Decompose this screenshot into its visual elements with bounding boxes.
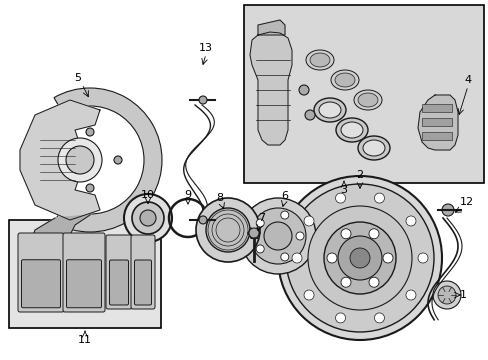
Circle shape bbox=[280, 211, 288, 219]
Circle shape bbox=[256, 245, 264, 253]
Polygon shape bbox=[20, 100, 100, 220]
Circle shape bbox=[298, 85, 308, 95]
Circle shape bbox=[295, 232, 304, 240]
Circle shape bbox=[86, 128, 94, 136]
Ellipse shape bbox=[330, 70, 358, 90]
Circle shape bbox=[405, 290, 415, 300]
Circle shape bbox=[437, 286, 455, 304]
Bar bbox=[421, 132, 451, 140]
Circle shape bbox=[368, 277, 378, 287]
Polygon shape bbox=[249, 32, 291, 145]
Text: 4: 4 bbox=[464, 75, 470, 85]
Bar bbox=[9, 220, 161, 328]
Text: 7: 7 bbox=[258, 213, 265, 223]
Circle shape bbox=[58, 138, 102, 182]
Circle shape bbox=[248, 228, 259, 238]
Ellipse shape bbox=[334, 73, 354, 87]
Circle shape bbox=[304, 290, 313, 300]
FancyBboxPatch shape bbox=[106, 235, 132, 309]
Ellipse shape bbox=[353, 90, 381, 110]
Ellipse shape bbox=[357, 93, 377, 107]
Text: 1: 1 bbox=[459, 290, 466, 300]
Ellipse shape bbox=[309, 53, 329, 67]
Circle shape bbox=[335, 313, 345, 323]
Circle shape bbox=[337, 236, 381, 280]
Circle shape bbox=[368, 229, 378, 239]
Circle shape bbox=[291, 253, 302, 263]
Circle shape bbox=[256, 219, 264, 227]
Circle shape bbox=[304, 216, 313, 226]
FancyBboxPatch shape bbox=[131, 235, 155, 309]
Circle shape bbox=[417, 253, 427, 263]
Circle shape bbox=[349, 248, 369, 268]
Circle shape bbox=[240, 198, 315, 274]
Circle shape bbox=[196, 198, 260, 262]
Circle shape bbox=[285, 184, 433, 332]
Circle shape bbox=[432, 281, 460, 309]
FancyBboxPatch shape bbox=[21, 260, 61, 308]
Text: 11: 11 bbox=[78, 335, 92, 345]
FancyBboxPatch shape bbox=[109, 260, 128, 305]
Text: 5: 5 bbox=[74, 73, 81, 83]
FancyBboxPatch shape bbox=[63, 233, 105, 312]
Ellipse shape bbox=[305, 50, 333, 70]
Ellipse shape bbox=[357, 136, 389, 160]
Circle shape bbox=[140, 210, 156, 226]
Text: 9: 9 bbox=[184, 190, 191, 200]
Circle shape bbox=[324, 222, 395, 294]
Circle shape bbox=[205, 208, 249, 252]
Circle shape bbox=[441, 204, 453, 216]
Circle shape bbox=[374, 193, 384, 203]
Ellipse shape bbox=[340, 122, 362, 138]
Polygon shape bbox=[417, 95, 457, 150]
Text: 8: 8 bbox=[216, 193, 223, 203]
Bar bbox=[421, 118, 451, 126]
Text: 12: 12 bbox=[459, 197, 473, 207]
Circle shape bbox=[382, 253, 392, 263]
Circle shape bbox=[249, 208, 305, 264]
Circle shape bbox=[199, 96, 206, 104]
Circle shape bbox=[124, 194, 172, 242]
Bar bbox=[421, 104, 451, 112]
Circle shape bbox=[374, 313, 384, 323]
FancyBboxPatch shape bbox=[134, 260, 151, 305]
Polygon shape bbox=[30, 215, 90, 255]
Text: 2: 2 bbox=[356, 170, 363, 180]
Circle shape bbox=[66, 146, 94, 174]
Circle shape bbox=[307, 206, 411, 310]
Ellipse shape bbox=[362, 140, 384, 156]
Circle shape bbox=[199, 216, 206, 224]
Circle shape bbox=[278, 176, 441, 340]
Circle shape bbox=[86, 184, 94, 192]
Circle shape bbox=[340, 229, 350, 239]
Text: 3: 3 bbox=[340, 185, 347, 195]
Circle shape bbox=[114, 156, 122, 164]
Circle shape bbox=[335, 193, 345, 203]
Text: 6: 6 bbox=[281, 191, 288, 201]
Ellipse shape bbox=[335, 118, 367, 142]
Ellipse shape bbox=[318, 102, 340, 118]
Text: 13: 13 bbox=[199, 43, 213, 53]
Wedge shape bbox=[54, 88, 162, 232]
FancyBboxPatch shape bbox=[66, 260, 102, 308]
Text: 10: 10 bbox=[141, 190, 155, 200]
Circle shape bbox=[326, 253, 336, 263]
Circle shape bbox=[340, 277, 350, 287]
Circle shape bbox=[280, 253, 288, 261]
Polygon shape bbox=[258, 20, 285, 35]
Circle shape bbox=[264, 222, 291, 250]
Circle shape bbox=[405, 216, 415, 226]
FancyBboxPatch shape bbox=[18, 233, 64, 312]
Circle shape bbox=[132, 202, 163, 234]
Circle shape bbox=[305, 110, 314, 120]
Bar bbox=[244, 5, 483, 183]
Ellipse shape bbox=[313, 98, 346, 122]
